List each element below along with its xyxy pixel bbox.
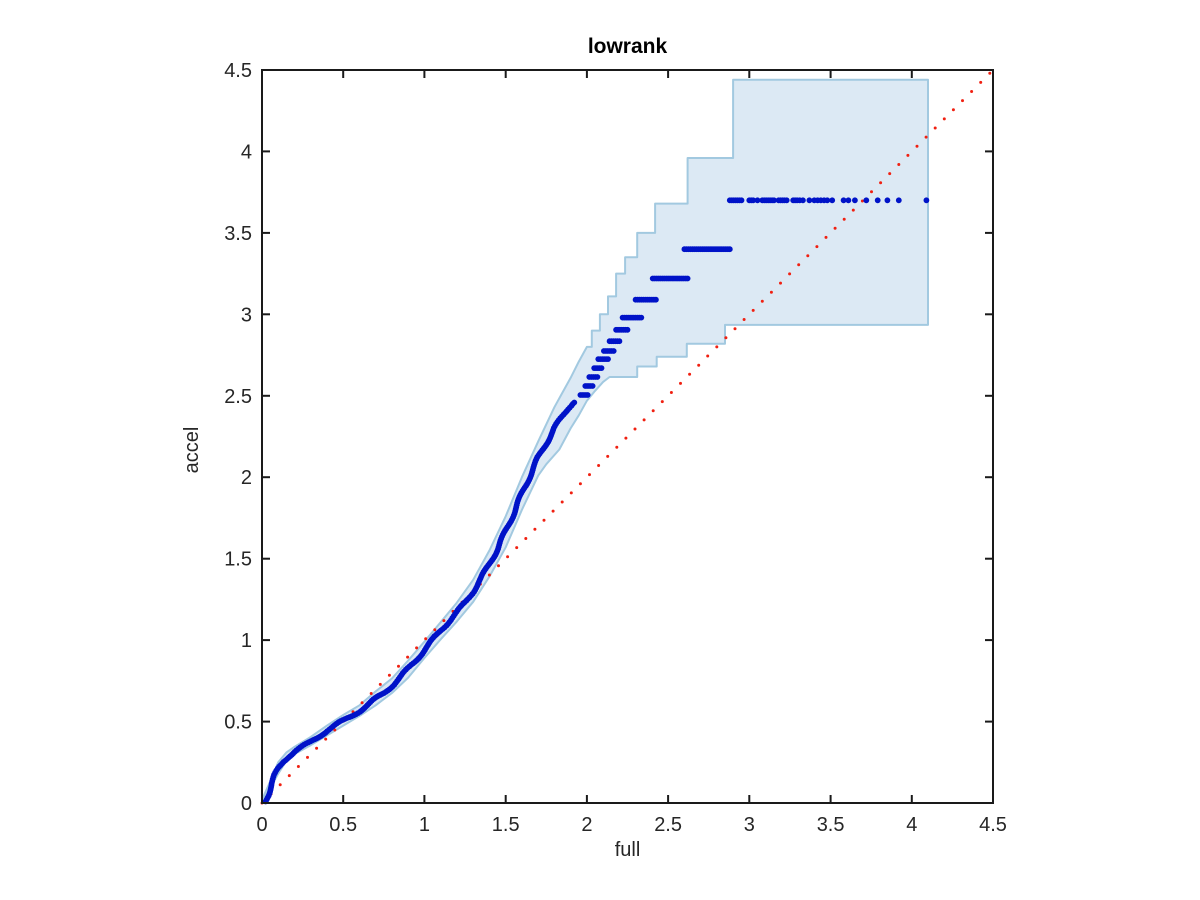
y-tick-label: 4 — [241, 141, 252, 163]
x-tick-label: 3 — [744, 814, 755, 836]
x-tick-label: 2 — [581, 814, 592, 836]
y-tick-label: 0 — [241, 793, 252, 815]
x-tick-label: 4.5 — [979, 814, 1007, 836]
y-tick-labels: 0 0.5 1 1.5 2 2.5 3 3.5 4 4.5 — [224, 60, 252, 815]
y-tick-label: 1.5 — [224, 549, 252, 571]
plot-title: lowrank — [587, 35, 668, 58]
x-tick-label: 3.5 — [817, 814, 845, 836]
y-tick-label: 3.5 — [224, 223, 252, 245]
tick-marks — [261, 69, 994, 804]
x-tick-label: 1.5 — [492, 814, 520, 836]
y-tick-label: 2.5 — [224, 386, 252, 408]
x-tick-label: 0 — [256, 814, 267, 836]
axes-box — [261, 69, 994, 804]
y-tick-label: 3 — [241, 304, 252, 326]
confidence-band — [261, 78, 929, 804]
x-tick-labels: 0 0.5 1 1.5 2 2.5 3 3.5 4 4.5 — [256, 814, 1006, 836]
x-tick-label: 4 — [906, 814, 917, 836]
y-tick-label: 0.5 — [224, 712, 252, 734]
reference-line — [260, 71, 992, 805]
y-axis-label: accel — [181, 426, 203, 474]
y-tick-label: 1 — [241, 630, 252, 652]
x-tick-label: 2.5 — [654, 814, 682, 836]
y-tick-label: 4.5 — [224, 60, 252, 82]
x-axis-label: full — [614, 839, 641, 861]
x-tick-label: 1 — [419, 814, 430, 836]
qq-scatter — [262, 197, 930, 805]
y-tick-label: 2 — [241, 467, 252, 489]
x-tick-label: 0.5 — [329, 814, 357, 836]
